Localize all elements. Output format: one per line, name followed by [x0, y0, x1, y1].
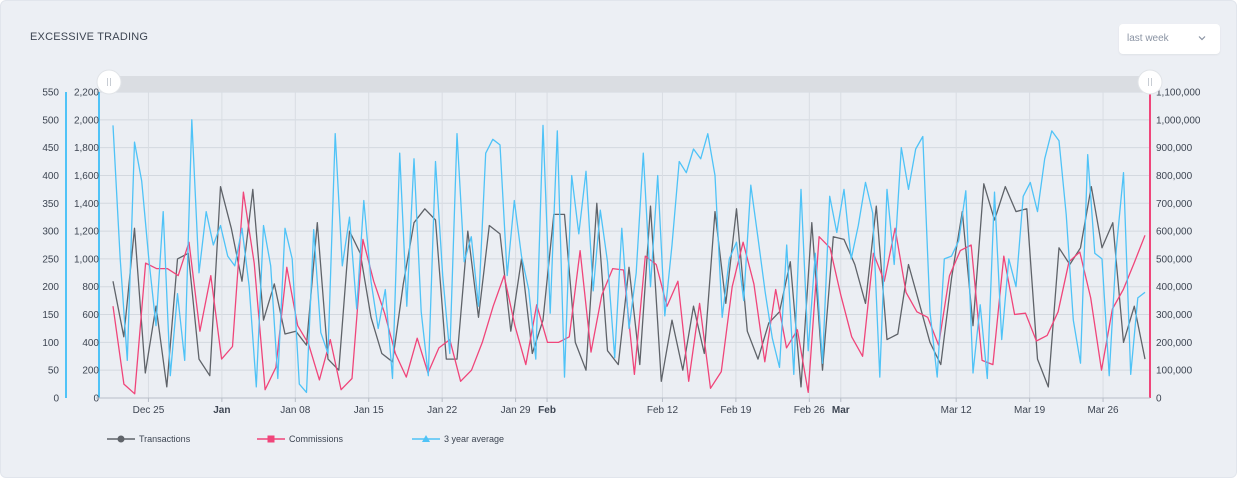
y-tick-label: 500 [42, 115, 59, 126]
y-tick-label: 350 [42, 199, 59, 210]
legend-label: Transactions [139, 434, 191, 444]
legend-label: 3 year average [444, 434, 504, 444]
y-tick-label: 300,000 [1156, 310, 1193, 321]
y-tick-label: 800,000 [1156, 171, 1193, 182]
y-tick-label: 150 [42, 310, 59, 321]
y-tick-label: 0 [53, 394, 59, 405]
y-tick-label: 0 [93, 394, 99, 405]
y-tick-label: 1,400 [74, 199, 99, 210]
x-tick-label: Mar 19 [1014, 405, 1046, 416]
chevron-down-icon [1198, 36, 1206, 41]
y-tick-label: 0 [1156, 394, 1162, 405]
y-tick-label: 1,100,000 [1156, 88, 1201, 99]
y-tick-label: 600 [82, 310, 99, 321]
period-select[interactable]: last week [1119, 24, 1220, 54]
y-tick-label: 500,000 [1156, 254, 1193, 265]
square-marker-icon [267, 435, 275, 443]
triangle-marker-icon [422, 435, 430, 442]
x-tick-label: Dec 25 [133, 405, 165, 416]
y-tick-label: 1,800 [74, 143, 99, 154]
y-tick-label: 600,000 [1156, 227, 1193, 238]
y-tick-label: 550 [42, 88, 59, 99]
y-tick-label: 1,000,000 [1156, 115, 1201, 126]
y-tick-label: 2,000 [74, 115, 99, 126]
y-tick-label: 200 [42, 282, 59, 293]
x-tick-label: Jan 22 [427, 405, 457, 416]
legend-item-transactions[interactable]: Transactions [107, 434, 191, 444]
navigator-handle-right[interactable] [1137, 69, 1163, 95]
y-tick-label: 450 [42, 143, 59, 154]
navigator-bar[interactable] [109, 76, 1150, 92]
y-tick-label: 250 [42, 254, 59, 265]
series-line-transactions[interactable] [112, 183, 1146, 388]
x-tick-label: Feb 19 [720, 405, 752, 416]
y-tick-label: 200 [82, 366, 99, 377]
circle-marker-icon [117, 435, 125, 443]
navigator-handle-left[interactable] [96, 69, 122, 95]
x-tick-label: Feb 12 [647, 405, 679, 416]
x-tick-label: Mar 12 [941, 405, 973, 416]
legend-label: Commissions [289, 434, 344, 444]
x-tick-label: Jan 15 [354, 405, 384, 416]
period-select-value: last week [1127, 33, 1169, 44]
x-tick-label: Jan [213, 405, 230, 416]
y-tick-label: 800 [82, 282, 99, 293]
chart-title: EXCESSIVE TRADING [30, 31, 149, 43]
y-tick-label: 100,000 [1156, 366, 1193, 377]
x-tick-label: Jan 08 [280, 405, 310, 416]
y-tick-label: 2,200 [74, 88, 99, 99]
y-tick-label: 400 [82, 338, 99, 349]
y-tick-label: 400,000 [1156, 282, 1193, 293]
series-line-3-year-average[interactable] [112, 119, 1146, 394]
y-tick-label: 400 [42, 171, 59, 182]
y-tick-label: 100 [42, 338, 59, 349]
legend: Transactions Commissions 3 year average [107, 434, 504, 444]
plot-area [96, 92, 1154, 399]
legend-item-commissions[interactable]: Commissions [257, 434, 344, 444]
legend-item-3-year-average[interactable]: 3 year average [412, 434, 504, 444]
y-tick-label: 700,000 [1156, 199, 1193, 210]
y-tick-label: 1,000 [74, 254, 99, 265]
x-tick-label: Mar [832, 405, 850, 416]
y-tick-label: 50 [48, 366, 60, 377]
y-tick-label: 1,200 [74, 227, 99, 238]
x-tick-label: Feb [538, 405, 556, 416]
y-tick-label: 300 [42, 227, 59, 238]
x-tick-label: Jan 29 [501, 405, 531, 416]
y-tick-label: 900,000 [1156, 143, 1193, 154]
y-tick-label: 1,600 [74, 171, 99, 182]
x-tick-label: Feb 26 [794, 405, 826, 416]
x-tick-label: Mar 26 [1087, 405, 1119, 416]
y-tick-label: 200,000 [1156, 338, 1193, 349]
